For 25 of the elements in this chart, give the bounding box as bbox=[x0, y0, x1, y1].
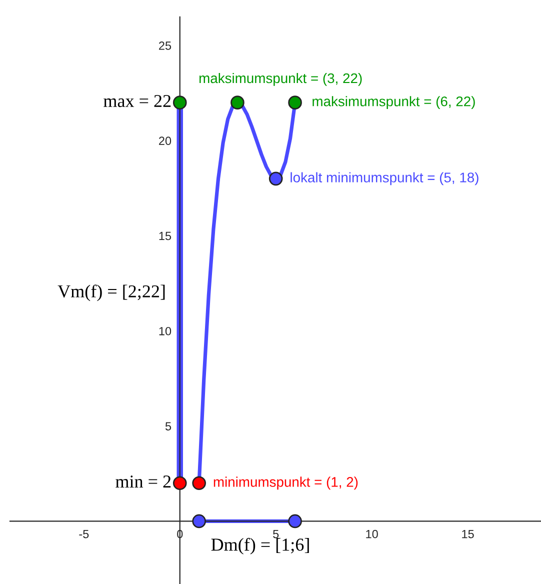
annotation: lokalt minimumspunkt = (5, 18) bbox=[290, 172, 478, 186]
x-tick-label: -5 bbox=[79, 530, 89, 538]
point bbox=[192, 476, 206, 490]
annotation: maksimumspunkt = (6, 22) bbox=[312, 96, 475, 110]
annotation: minimumspunkt = (1, 2) bbox=[214, 476, 358, 490]
annotation: min = 2 bbox=[116, 476, 171, 488]
y-tick-label: 5 bbox=[165, 422, 172, 430]
y-tick-label: 20 bbox=[159, 136, 172, 146]
annotation: maksimumspunkt = (3, 22) bbox=[199, 72, 362, 86]
point bbox=[288, 96, 302, 110]
point bbox=[172, 476, 187, 490]
annotation: Dm(f) = [1;6] bbox=[211, 538, 309, 554]
x-tick-label: 5 bbox=[273, 530, 279, 538]
point bbox=[268, 172, 283, 186]
y-tick-label: 10 bbox=[159, 326, 172, 336]
annotation: max = 22 bbox=[104, 94, 171, 108]
y-tick-label: 15 bbox=[159, 232, 172, 240]
x-tick-label: 15 bbox=[462, 530, 474, 538]
x-tick-label: 10 bbox=[366, 530, 378, 538]
point bbox=[288, 514, 302, 528]
y-tick-label: 25 bbox=[159, 42, 172, 50]
point bbox=[172, 96, 187, 110]
point bbox=[230, 96, 244, 110]
point bbox=[192, 514, 206, 528]
annotation: Vm(f) = [2;22] bbox=[58, 284, 165, 302]
